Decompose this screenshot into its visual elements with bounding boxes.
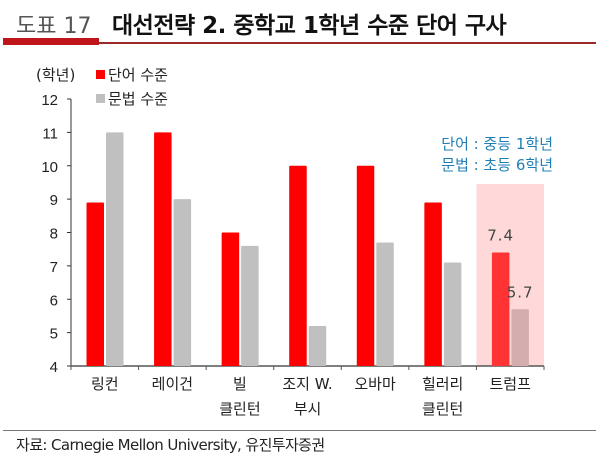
y-tick-label: 5 [50,326,58,343]
y-tick-label: 8 [50,226,58,243]
data-label: 7.4 [487,227,514,245]
x-tick-label: 빌 [233,375,247,393]
bar-word-level [86,202,104,366]
legend-swatch [96,70,105,79]
x-tick-label: 레이건 [152,375,193,393]
bar-grammar-level [106,132,124,366]
y-tick-label: 7 [50,259,58,276]
data-label: 5.7 [507,283,534,301]
legend-label: 단어 수준 [108,66,168,84]
y-tick-label: 9 [50,192,58,209]
highlight-box [476,184,544,366]
x-tick-label: 링컨 [91,375,119,393]
title-underline-accent [3,38,99,45]
legend-swatch [96,94,105,103]
bar-word-level [356,165,375,366]
bar-word-level [289,165,307,366]
x-tick-label: 부시 [294,400,322,418]
bar-grammar-level [308,325,327,366]
source-divider [3,430,596,431]
x-tick-label: 오바마 [354,375,396,393]
bar-grammar-level [173,199,192,366]
bar-word-level [491,252,510,366]
bar-grammar-level [443,262,462,366]
y-axis-label: (학년) [36,66,75,84]
bar-word-level [221,232,240,366]
x-tick-label: 클린턴 [422,400,463,418]
bar-grammar-level [376,242,394,366]
y-tick-label: 11 [42,125,58,142]
y-tick-label: 10 [41,159,58,176]
y-tick-label: 6 [50,292,58,309]
x-tick-label: 힐러리 [422,375,463,393]
y-tick-label: 12 [41,92,58,109]
source-note: 자료: Carnegie Mellon University, 유진투자증권 [16,436,325,454]
bar-word-level [424,202,442,366]
figure-number: 도표 17 [16,14,92,39]
page-title: 대선전략 2. 중학교 1학년 수준 단어 구사 [112,13,507,39]
legend-label: 문법 수준 [108,90,168,108]
x-tick-label: 조지 W. [282,375,332,393]
annotation-text: 단어 : 중등 1학년 [441,135,553,153]
x-tick-label: 트럼프 [490,375,532,393]
y-tick-label: 4 [50,359,58,376]
title-underline [99,42,596,44]
bar-word-level [154,132,172,366]
bar-grammar-level [511,309,529,366]
x-tick-label: 클린턴 [219,400,260,418]
annotation-text: 문법 : 초등 6학년 [441,156,553,174]
bar-grammar-level [241,245,259,366]
